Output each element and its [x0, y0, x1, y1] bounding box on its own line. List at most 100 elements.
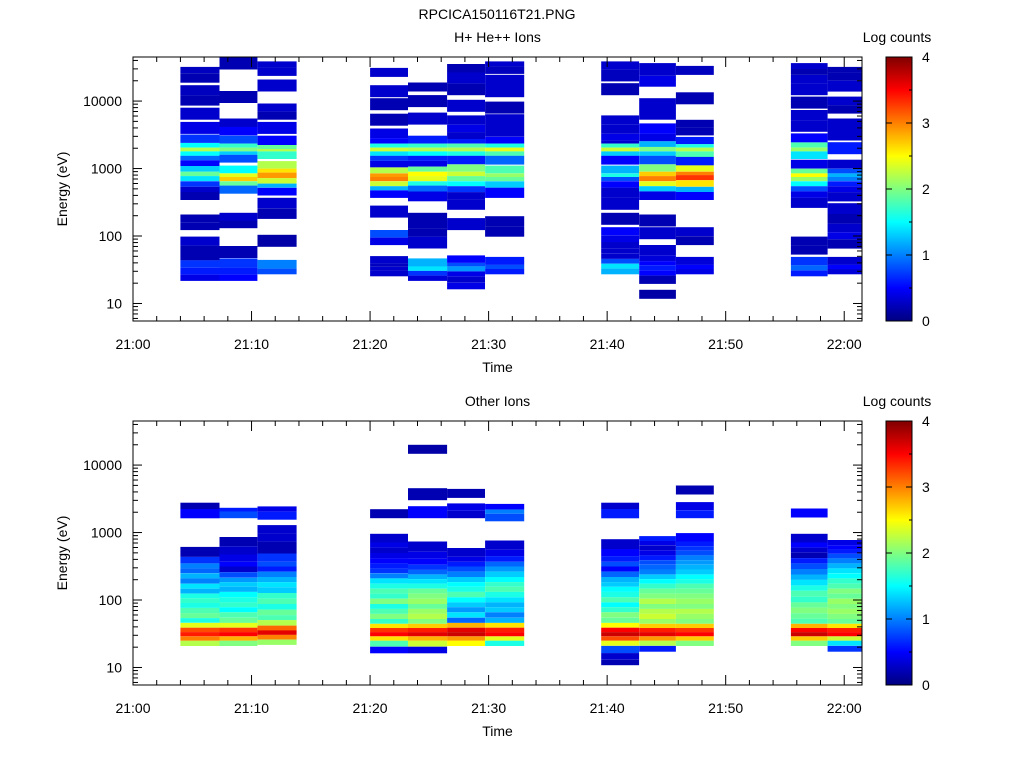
heatmap-cell [827, 80, 862, 92]
heatmap-cell [639, 541, 676, 546]
heatmap-cell [601, 242, 640, 249]
heatmap-cell [639, 545, 676, 551]
heatmap-cell [408, 541, 448, 552]
heatmap-cell [790, 75, 828, 84]
heatmap-cell [408, 185, 448, 192]
heatmap-cell [827, 588, 862, 594]
heatmap-cell [827, 640, 862, 646]
heatmap-cell [257, 145, 297, 149]
heatmap-cell [601, 659, 640, 666]
heatmap-cell [675, 569, 714, 575]
heatmap-cell [790, 574, 828, 580]
heatmap-cell [601, 155, 640, 165]
heatmap-cell [219, 91, 258, 103]
heatmap-cell [675, 598, 714, 604]
y-tick-label: 100 [99, 228, 123, 244]
heatmap-cell [257, 234, 297, 247]
heatmap-cell [485, 155, 525, 165]
heatmap-cell [219, 147, 258, 152]
heatmap-cell [485, 101, 525, 114]
heatmap-cell [601, 248, 640, 254]
heatmap-cell [257, 151, 297, 159]
heatmap-cell [675, 560, 714, 565]
heatmap-cell [601, 582, 640, 587]
heatmap-cell [408, 558, 448, 565]
heatmap-cell [219, 177, 258, 182]
heatmap-cell [675, 180, 714, 187]
heatmap-cell [180, 147, 220, 152]
heatmap-cell [827, 593, 862, 599]
heatmap-cell [257, 533, 297, 542]
heatmap-cell [447, 99, 485, 112]
heatmap-cell [370, 167, 408, 174]
heatmap-cell [485, 503, 525, 510]
heatmap-cell [408, 166, 448, 172]
heatmap-cell [485, 264, 525, 269]
heatmap-cell [219, 586, 258, 592]
panel-other-ions: Other Ions Log counts10100100010000Energy… [54, 393, 931, 739]
heatmap-cell [639, 579, 676, 584]
heatmap-cell [257, 566, 297, 572]
heatmap-cell [827, 105, 862, 114]
heatmap-cell [408, 151, 448, 156]
figure-title: RPCICA150116T21.PNG [419, 6, 576, 22]
heatmap-cell [485, 74, 525, 86]
heatmap-cell [447, 586, 485, 592]
heatmap-cell [219, 632, 258, 637]
heatmap-cell [675, 192, 714, 200]
heatmap-cell [370, 619, 408, 624]
heatmap-cell [601, 140, 640, 144]
heatmap-cell [827, 203, 862, 214]
heatmap-cell [601, 147, 640, 152]
colorbar-tick-label: 2 [922, 545, 930, 561]
heatmap-cell [370, 186, 408, 191]
x-tick-label: 21:30 [471, 700, 506, 716]
heatmap-cell [639, 141, 676, 147]
heatmap-cell [675, 186, 714, 192]
heatmap-cell [180, 166, 220, 172]
heatmap-cell [180, 155, 220, 161]
heatmap-cell [408, 112, 448, 125]
heatmap-cell [408, 598, 448, 604]
heatmap-cell [370, 568, 408, 574]
heatmap-cell [447, 164, 485, 172]
heatmap-cell [180, 568, 220, 574]
heatmap-cell [639, 255, 676, 262]
heatmap-cell [219, 173, 258, 178]
heatmap-cell [639, 275, 676, 284]
heatmap-cell [601, 69, 640, 82]
heatmap-cell [408, 593, 448, 599]
heatmap-cell [675, 574, 714, 580]
heatmap-cell [219, 537, 258, 547]
y-tick-label: 100 [99, 592, 123, 608]
heatmap-cell [675, 156, 714, 166]
heatmap-cell [790, 245, 828, 255]
heatmap-cell [447, 636, 485, 641]
heatmap-cell [675, 546, 714, 551]
heatmap-cell [639, 289, 676, 299]
heatmap-cell [180, 214, 220, 223]
heatmap-cell [447, 607, 485, 613]
heatmap-cell [219, 126, 258, 136]
heatmap-cell [601, 115, 640, 125]
heatmap-cell [370, 623, 408, 628]
heatmap-cells [180, 444, 862, 666]
heatmap-cell [180, 636, 220, 641]
heatmap-cell [601, 165, 640, 174]
heatmap-cell [485, 627, 525, 633]
heatmap-cell [639, 261, 676, 266]
heatmap-cell [675, 165, 714, 172]
heatmap-cell [408, 608, 448, 614]
heatmap-cell [485, 151, 525, 156]
heatmap-cell [639, 536, 676, 542]
heatmap-cell [408, 236, 448, 249]
heatmap-cell [219, 546, 258, 555]
heatmap-cell [639, 98, 676, 109]
heatmap-cell [827, 142, 862, 155]
heatmap-cell [447, 627, 485, 633]
heatmap-cell [447, 139, 485, 144]
heatmap-cell [827, 223, 862, 233]
heatmap-cell [675, 147, 714, 152]
heatmap-cell [408, 266, 448, 271]
heatmap-cell [601, 617, 640, 623]
